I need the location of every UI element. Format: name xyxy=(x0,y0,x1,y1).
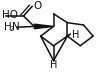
Text: HO: HO xyxy=(2,10,18,20)
Text: N: N xyxy=(12,22,19,32)
Text: H: H xyxy=(50,60,57,70)
Text: H: H xyxy=(72,30,79,40)
Polygon shape xyxy=(34,24,54,29)
Text: 2: 2 xyxy=(9,26,13,32)
Text: H: H xyxy=(4,22,12,32)
Text: O: O xyxy=(33,1,41,11)
